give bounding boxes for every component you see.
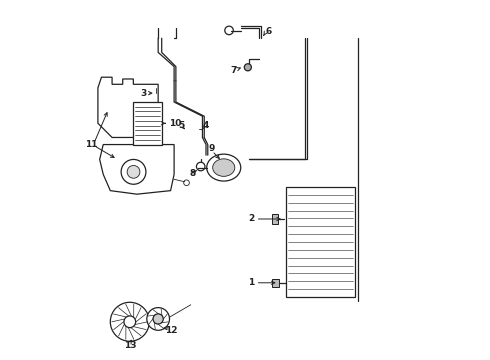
Text: 4: 4: [203, 121, 209, 130]
Circle shape: [127, 166, 140, 178]
Text: 7: 7: [230, 66, 237, 75]
Text: 11: 11: [85, 140, 97, 149]
Text: 8: 8: [190, 169, 196, 178]
Circle shape: [147, 307, 170, 330]
Bar: [286, 187, 355, 297]
Bar: [133, 102, 162, 145]
Circle shape: [153, 314, 163, 324]
Text: 9: 9: [208, 144, 215, 153]
Text: 10: 10: [169, 119, 181, 128]
Text: 13: 13: [123, 341, 136, 350]
Text: 12: 12: [166, 326, 178, 335]
Circle shape: [110, 302, 149, 341]
Text: 6: 6: [266, 27, 272, 36]
Text: 1: 1: [248, 278, 254, 287]
Text: 2: 2: [248, 215, 254, 224]
Text: 3: 3: [140, 89, 147, 98]
Bar: [271, 215, 278, 224]
Ellipse shape: [213, 159, 235, 176]
Text: 5: 5: [178, 121, 184, 130]
Circle shape: [245, 64, 251, 71]
Bar: [272, 279, 279, 287]
